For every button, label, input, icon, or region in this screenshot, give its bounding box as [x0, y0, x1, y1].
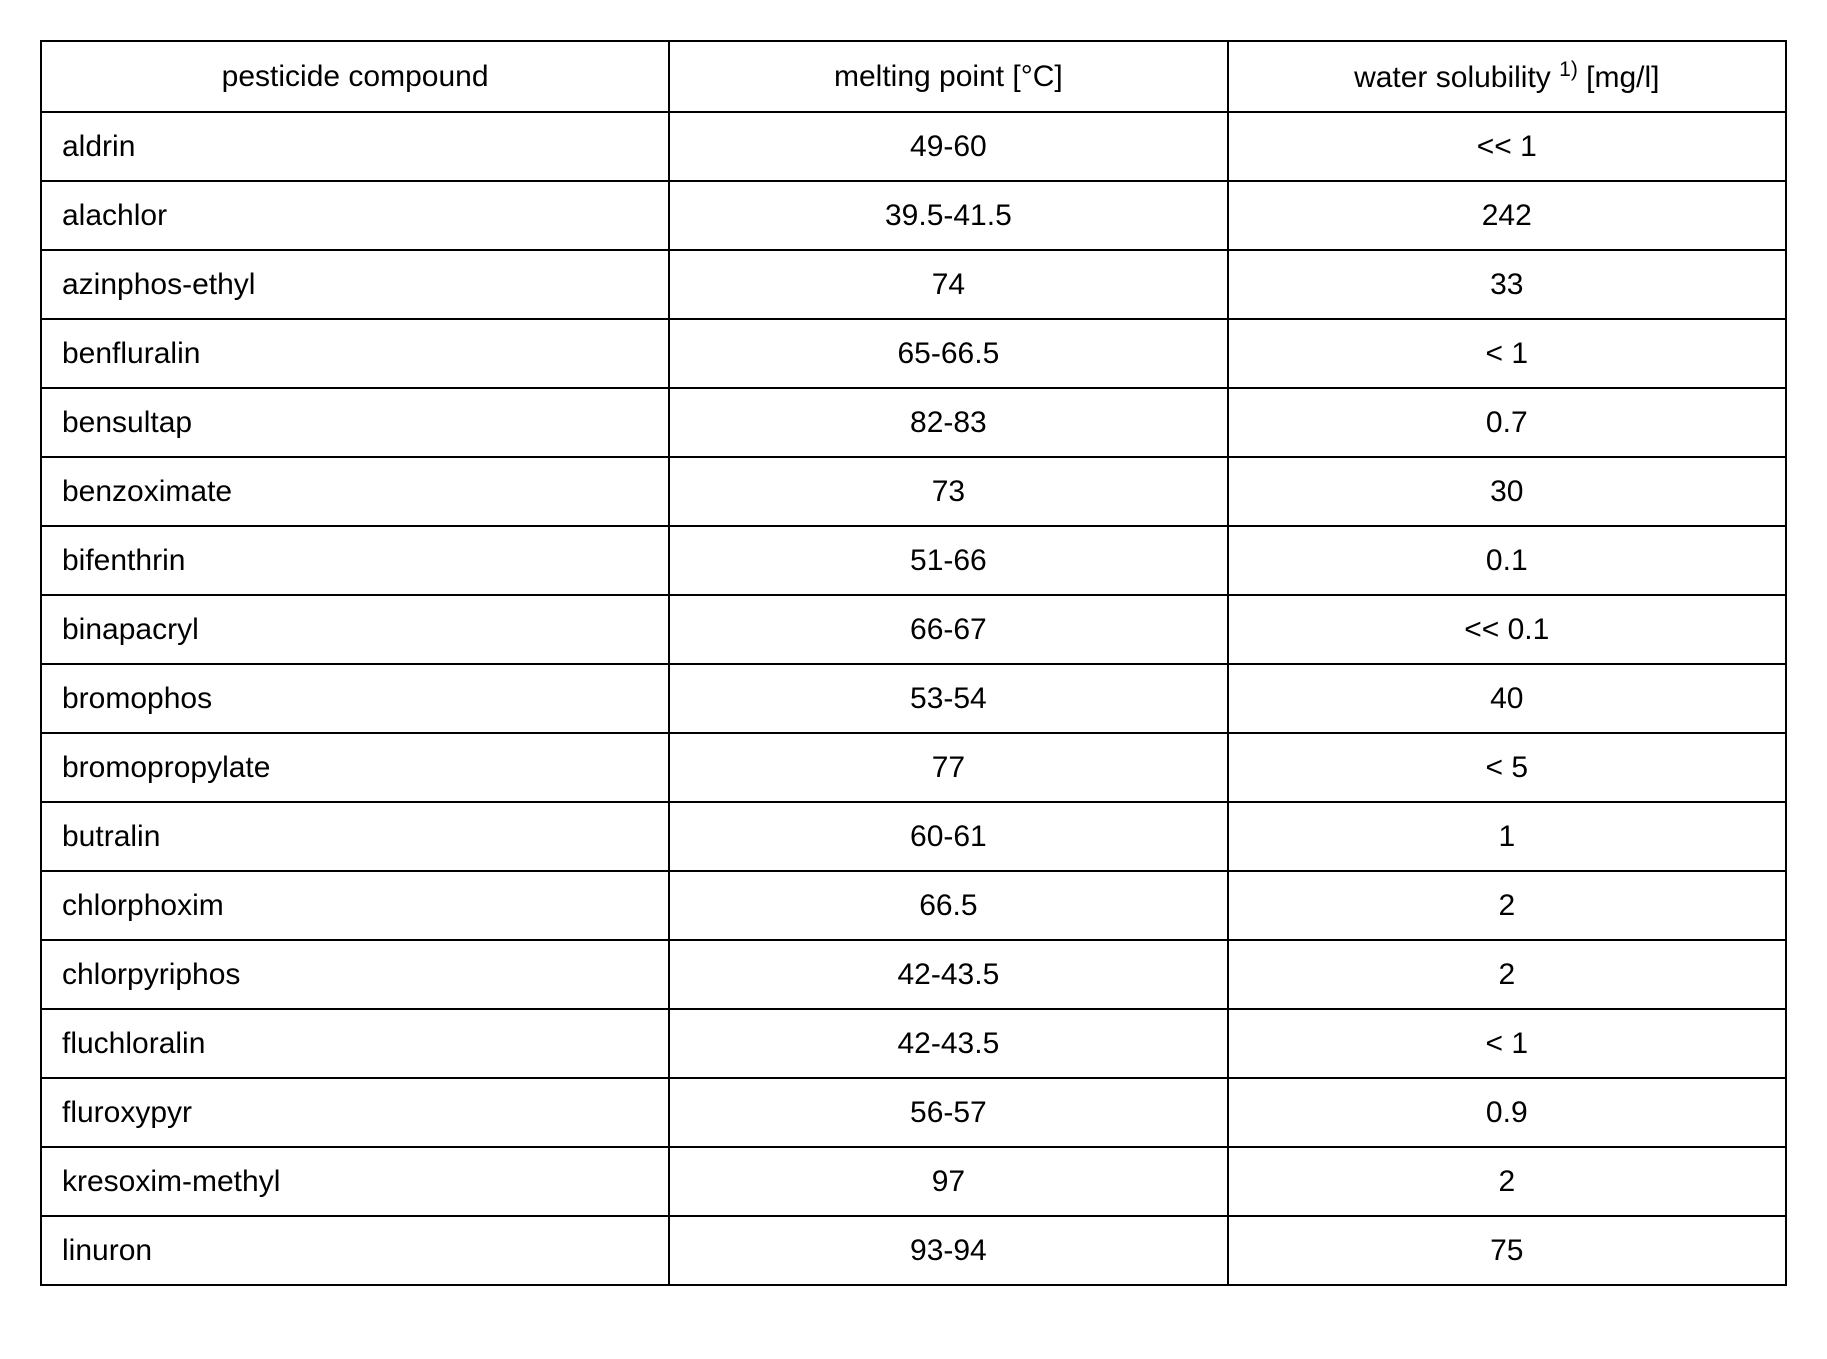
table-row: alachlor 39.5-41.5 242 [41, 181, 1786, 250]
cell-compound: bromophos [41, 664, 669, 733]
cell-compound: benzoximate [41, 457, 669, 526]
cell-compound: benfluralin [41, 319, 669, 388]
table-row: chlorphoxim 66.5 2 [41, 871, 1786, 940]
cell-solubility: < 5 [1228, 733, 1786, 802]
cell-solubility: << 0.1 [1228, 595, 1786, 664]
cell-melting-point: 42-43.5 [669, 1009, 1227, 1078]
header-compound: pesticide compound [41, 41, 669, 112]
cell-melting-point: 53-54 [669, 664, 1227, 733]
header-solubility: water solubility 1) [mg/l] [1228, 41, 1786, 112]
cell-melting-point: 56-57 [669, 1078, 1227, 1147]
cell-solubility: 30 [1228, 457, 1786, 526]
cell-compound: fluroxypyr [41, 1078, 669, 1147]
cell-solubility: 0.7 [1228, 388, 1786, 457]
table-row: kresoxim-methyl 97 2 [41, 1147, 1786, 1216]
header-melting-point: melting point [°C] [669, 41, 1227, 112]
cell-solubility: < 1 [1228, 1009, 1786, 1078]
table-row: butralin 60-61 1 [41, 802, 1786, 871]
cell-compound: alachlor [41, 181, 669, 250]
table-row: bifenthrin 51-66 0.1 [41, 526, 1786, 595]
cell-solubility: 33 [1228, 250, 1786, 319]
cell-melting-point: 66.5 [669, 871, 1227, 940]
cell-melting-point: 93-94 [669, 1216, 1227, 1285]
cell-compound: bifenthrin [41, 526, 669, 595]
cell-solubility: < 1 [1228, 319, 1786, 388]
header-solubility-prefix: water solubility [1354, 61, 1559, 94]
cell-compound: chlorpyriphos [41, 940, 669, 1009]
cell-solubility: 2 [1228, 871, 1786, 940]
table-row: bromophos 53-54 40 [41, 664, 1786, 733]
cell-solubility: 2 [1228, 940, 1786, 1009]
table-row: benzoximate 73 30 [41, 457, 1786, 526]
cell-melting-point: 77 [669, 733, 1227, 802]
cell-melting-point: 49-60 [669, 112, 1227, 181]
table-row: aldrin 49-60 << 1 [41, 112, 1786, 181]
cell-melting-point: 51-66 [669, 526, 1227, 595]
table-row: bensultap 82-83 0.7 [41, 388, 1786, 457]
table-row: chlorpyriphos 42-43.5 2 [41, 940, 1786, 1009]
cell-solubility: 2 [1228, 1147, 1786, 1216]
table-row: binapacryl 66-67 << 0.1 [41, 595, 1786, 664]
cell-melting-point: 97 [669, 1147, 1227, 1216]
cell-compound: binapacryl [41, 595, 669, 664]
cell-melting-point: 74 [669, 250, 1227, 319]
cell-melting-point: 39.5-41.5 [669, 181, 1227, 250]
table-row: bromopropylate 77 < 5 [41, 733, 1786, 802]
cell-compound: bensultap [41, 388, 669, 457]
cell-melting-point: 66-67 [669, 595, 1227, 664]
cell-compound: azinphos-ethyl [41, 250, 669, 319]
cell-solubility: 75 [1228, 1216, 1786, 1285]
cell-solubility: 1 [1228, 802, 1786, 871]
cell-compound: butralin [41, 802, 669, 871]
cell-solubility: 242 [1228, 181, 1786, 250]
table-row: fluchloralin 42-43.5 < 1 [41, 1009, 1786, 1078]
cell-compound: bromopropylate [41, 733, 669, 802]
table-row: benfluralin 65-66.5 < 1 [41, 319, 1786, 388]
cell-melting-point: 60-61 [669, 802, 1227, 871]
table-row: fluroxypyr 56-57 0.9 [41, 1078, 1786, 1147]
cell-melting-point: 65-66.5 [669, 319, 1227, 388]
cell-solubility: 0.1 [1228, 526, 1786, 595]
table-row: azinphos-ethyl 74 33 [41, 250, 1786, 319]
header-solubility-suffix: [mg/l] [1578, 61, 1660, 94]
table-row: linuron 93-94 75 [41, 1216, 1786, 1285]
cell-compound: linuron [41, 1216, 669, 1285]
cell-melting-point: 73 [669, 457, 1227, 526]
cell-compound: kresoxim-methyl [41, 1147, 669, 1216]
pesticide-table: pesticide compound melting point [°C] wa… [40, 40, 1787, 1286]
table-body: aldrin 49-60 << 1 alachlor 39.5-41.5 242… [41, 112, 1786, 1285]
cell-solubility: 0.9 [1228, 1078, 1786, 1147]
header-solubility-sup: 1) [1559, 58, 1578, 81]
cell-melting-point: 42-43.5 [669, 940, 1227, 1009]
cell-solubility: << 1 [1228, 112, 1786, 181]
cell-compound: fluchloralin [41, 1009, 669, 1078]
table-header-row: pesticide compound melting point [°C] wa… [41, 41, 1786, 112]
cell-melting-point: 82-83 [669, 388, 1227, 457]
cell-compound: chlorphoxim [41, 871, 669, 940]
cell-solubility: 40 [1228, 664, 1786, 733]
cell-compound: aldrin [41, 112, 669, 181]
